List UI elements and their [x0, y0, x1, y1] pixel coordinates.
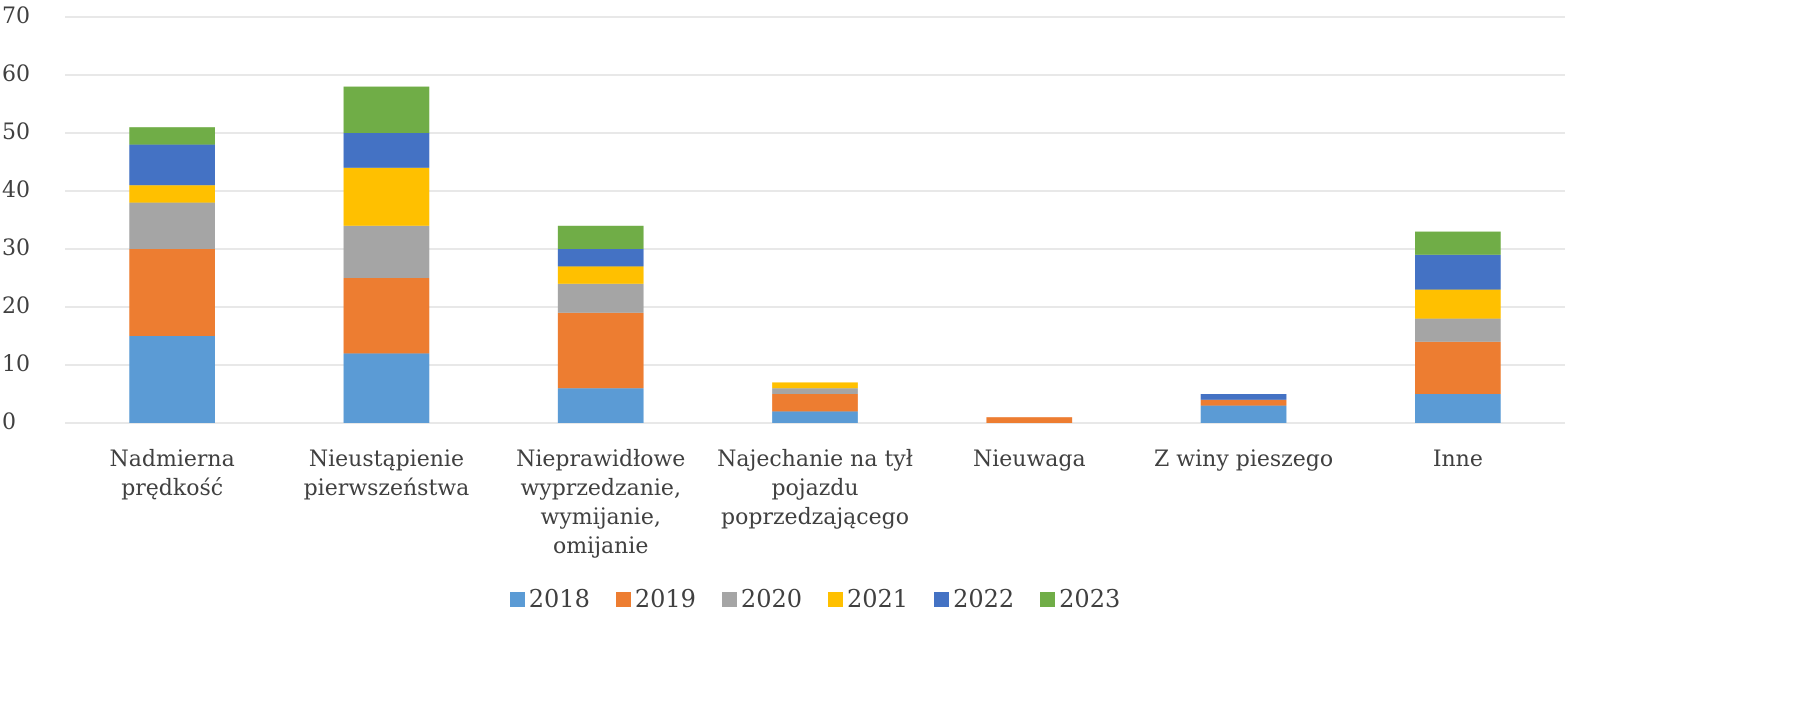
bar-segment [343, 353, 430, 423]
x-tick-label: Z winy pieszego [1154, 447, 1334, 472]
y-tick-label: 60 [2, 62, 30, 87]
bar-segment [129, 144, 215, 186]
y-tick-label: 50 [2, 120, 30, 145]
y-tick-label: 40 [2, 178, 30, 203]
bar-segment [557, 249, 644, 267]
bar-segment [129, 202, 215, 249]
legend-item: 2021 [828, 585, 908, 613]
bar-segment [1200, 399, 1287, 406]
y-tick-label: 0 [2, 410, 16, 435]
bar-segment [772, 394, 858, 412]
legend-swatch [509, 591, 525, 607]
legend-swatch [1040, 591, 1056, 607]
bar-segment [772, 382, 858, 389]
legend: 2018 2019 2020 2021 2022 2023 [65, 585, 1565, 613]
y-tick-label: 20 [2, 294, 30, 319]
y-tick-label: 70 [2, 4, 30, 29]
legend-swatch [615, 591, 631, 607]
x-tick-label: Nieuwaga [972, 447, 1086, 472]
bar-segment [557, 388, 644, 423]
bar-segment [1415, 318, 1501, 342]
bar-segment [557, 225, 644, 249]
bar-segment [1415, 394, 1501, 423]
legend-label: 2023 [1059, 585, 1121, 613]
legend-swatch [934, 591, 950, 607]
y-tick-label: 30 [2, 236, 30, 261]
bar-segment [557, 312, 644, 389]
legend-label: 2021 [847, 585, 909, 613]
bar-segment [129, 185, 215, 203]
y-tick-label: 10 [2, 352, 30, 377]
bar-segment [1200, 394, 1287, 400]
legend-item: 2018 [509, 585, 590, 613]
bar-segment [343, 133, 430, 168]
bar-segment [1415, 289, 1501, 319]
bar-segment [986, 417, 1073, 423]
x-tick-label: Nieprawidłowe wyprzedzanie, wymijanie, o… [516, 447, 686, 559]
bar-segment [1415, 231, 1501, 255]
bar-segment [343, 86, 430, 133]
bar-segment [343, 278, 430, 354]
legend-item: 2020 [721, 585, 802, 613]
bar-segment [1200, 405, 1287, 423]
bar-segment [1415, 341, 1501, 394]
legend-item: 2019 [615, 585, 696, 613]
bar-segment [772, 411, 858, 423]
legend-label: 2020 [740, 585, 802, 613]
bar-segment [557, 266, 644, 284]
x-tick-label: Inne [1432, 447, 1483, 472]
bar-segment [772, 388, 858, 394]
bar-segment [129, 336, 215, 423]
legend-item: 2022 [934, 585, 1014, 613]
x-tick-label: Nadmierna prędkość [109, 447, 235, 501]
legend-label: 2022 [953, 585, 1015, 613]
legend-swatch [828, 591, 843, 607]
bar-segment [557, 283, 644, 313]
bar-segment [1415, 254, 1501, 290]
bar-segment [343, 225, 430, 278]
x-tick-label: Nieustąpienie pierwszeństwa [303, 447, 470, 501]
bar-segment [129, 127, 215, 145]
legend-swatch [721, 591, 737, 607]
legend-item: 2023 [1040, 585, 1120, 613]
legend-label: 2018 [528, 585, 590, 613]
bar-segment [129, 249, 215, 336]
x-tick-label: Najechanie na tył pojazdu poprzedzająceg… [717, 447, 913, 530]
legend-label: 2019 [634, 585, 696, 613]
bar-segment [343, 167, 430, 226]
